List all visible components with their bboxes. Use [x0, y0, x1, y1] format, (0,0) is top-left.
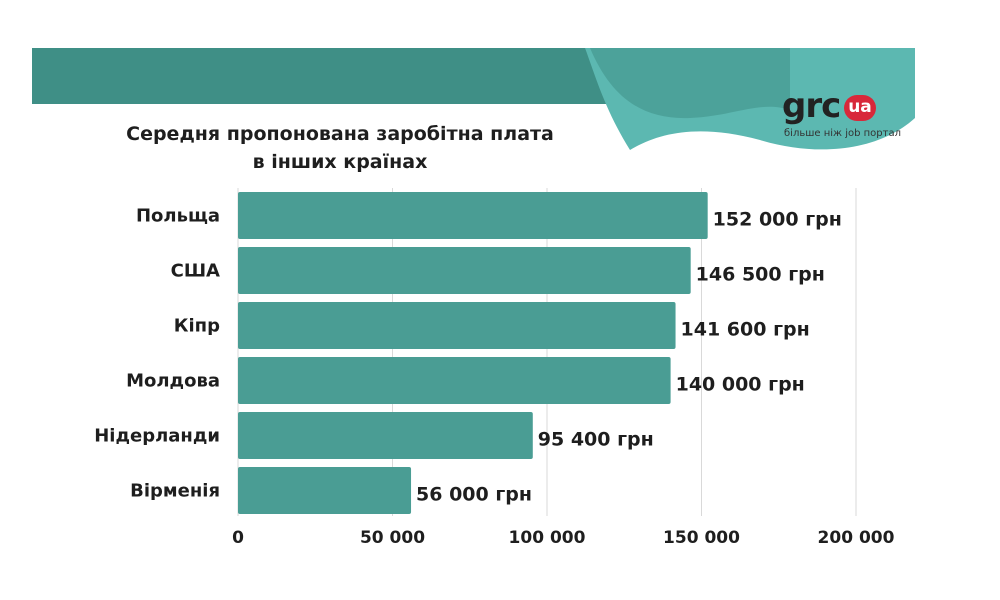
- logo-tagline: більше ніж job портал: [784, 128, 901, 139]
- bar: [238, 302, 676, 349]
- value-label: 56 000 грн: [416, 484, 532, 506]
- category-label: Нідерланди: [94, 426, 220, 447]
- x-tick-label: 50 000: [360, 528, 425, 548]
- grid-lines: [237, 188, 857, 516]
- value-label: 95 400 грн: [538, 429, 654, 451]
- category-label: Молдова: [126, 371, 220, 392]
- category-label: США: [171, 261, 220, 282]
- labels: 0 50 000 100 000 150 000 200 000 Польща 152 00…: [94, 206, 894, 549]
- bar: [238, 247, 691, 294]
- category-label: Вірменія: [130, 481, 220, 502]
- brand-logo: grc ua більше ніж job портал: [782, 86, 912, 146]
- banner-bar: [32, 48, 632, 104]
- category-label: Польща: [136, 206, 220, 227]
- x-tick-label: 0: [232, 528, 244, 548]
- bar: [238, 412, 533, 459]
- x-tick-label: 150 000: [663, 528, 740, 548]
- x-tick-label: 100 000: [509, 528, 586, 548]
- value-label: 152 000 грн: [713, 209, 842, 231]
- value-label: 141 600 грн: [681, 319, 810, 341]
- chart-title-line-1: Середня пропонована заробітна плата: [126, 123, 554, 145]
- banner-wave-dark: [590, 48, 790, 119]
- logo-text: grc: [782, 86, 841, 126]
- bar: [238, 467, 412, 514]
- bar: [238, 357, 671, 404]
- bar: [238, 192, 708, 239]
- value-label: 146 500 грн: [696, 264, 825, 286]
- bars: [238, 192, 708, 514]
- x-tick-label: 200 000: [818, 528, 895, 548]
- logo-badge: ua: [844, 95, 876, 121]
- value-label: 140 000 грн: [676, 374, 805, 396]
- chart-title: Середня пропонована заробітна плата в ін…: [60, 120, 620, 176]
- chart-title-line-2: в інших країнах: [252, 151, 428, 173]
- category-label: Кіпр: [174, 316, 220, 337]
- header-banner: [32, 48, 915, 150]
